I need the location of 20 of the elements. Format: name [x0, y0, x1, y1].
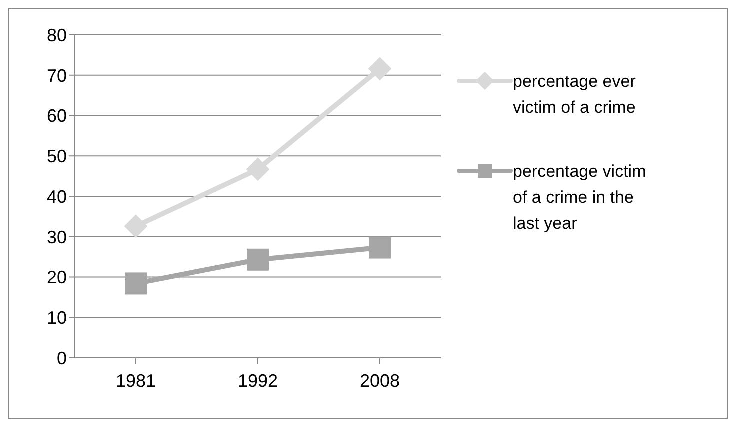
y-tick-label: 60	[46, 106, 67, 126]
x-tick-label: 1981	[116, 370, 156, 391]
x-tick-label: 1992	[238, 370, 278, 391]
point	[125, 272, 147, 295]
y-tick-label: 20	[46, 268, 67, 288]
legend-label: percentage victim of a crime in the last year	[513, 161, 648, 235]
point	[124, 214, 148, 238]
point	[246, 158, 270, 182]
y-tick-label: 0	[56, 348, 67, 368]
y-tick-label: 80	[46, 25, 67, 46]
y-tick-label: 50	[46, 146, 67, 167]
y-tick-label: 30	[46, 227, 67, 248]
y-tick-label: 40	[46, 186, 67, 207]
y-tick-label: 10	[46, 308, 67, 328]
y-tick-label: 70	[46, 66, 67, 86]
x-tick-label: 2008	[360, 370, 400, 391]
legend-label: percentage ever victim of a crime	[513, 71, 637, 119]
point	[247, 248, 269, 271]
point	[369, 236, 391, 259]
point	[368, 57, 392, 81]
